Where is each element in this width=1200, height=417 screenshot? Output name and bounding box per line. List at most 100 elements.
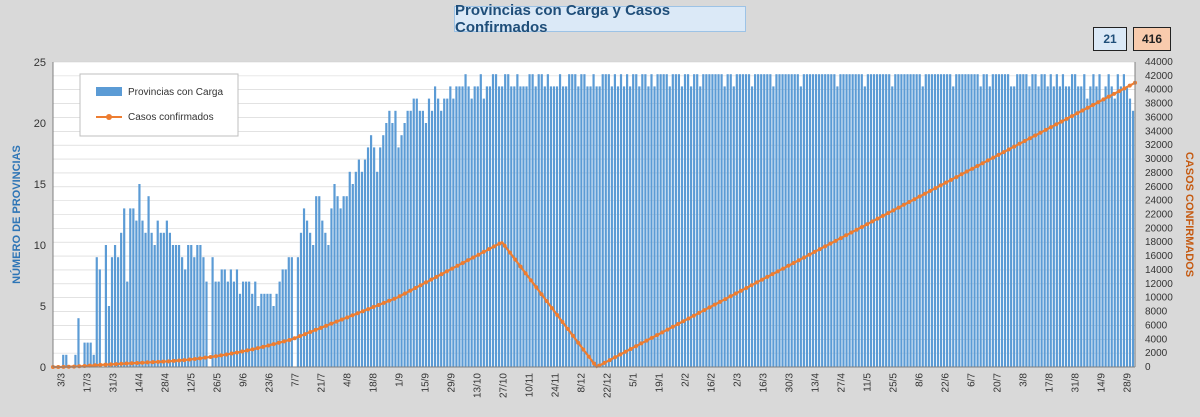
bar xyxy=(830,74,833,367)
bar xyxy=(723,86,726,368)
cases-point xyxy=(350,313,355,318)
bar xyxy=(1040,74,1043,367)
bar xyxy=(863,86,866,368)
bar xyxy=(818,74,821,367)
bar xyxy=(787,74,790,367)
cases-point xyxy=(213,354,218,359)
bar xyxy=(1095,86,1098,368)
cases-point xyxy=(150,360,155,365)
bar xyxy=(519,86,522,368)
right-tick-label: 4000 xyxy=(1145,334,1168,345)
bar xyxy=(1086,98,1089,367)
cases-point xyxy=(198,356,203,361)
bar xyxy=(290,257,293,367)
bar xyxy=(802,74,805,367)
bar xyxy=(1016,74,1019,367)
cases-point xyxy=(1038,130,1043,135)
bar xyxy=(711,74,714,367)
bar xyxy=(653,86,656,368)
bar xyxy=(912,74,915,367)
bar xyxy=(107,306,111,367)
bar xyxy=(528,74,531,367)
cases-point xyxy=(444,269,449,274)
cases-point xyxy=(1101,97,1106,102)
right-tick-label: 18000 xyxy=(1145,237,1173,248)
right-tick-label: 34000 xyxy=(1145,126,1173,137)
bar xyxy=(851,74,854,367)
bar xyxy=(952,86,955,368)
x-tick-label: 1/9 xyxy=(395,373,406,387)
bar xyxy=(1022,74,1025,367)
cases-point xyxy=(954,175,959,180)
bar xyxy=(644,74,647,367)
bar xyxy=(546,74,549,367)
bar xyxy=(598,86,601,368)
bar xyxy=(705,74,708,367)
cases-point xyxy=(423,280,428,285)
cases-point xyxy=(229,351,234,356)
cases-point xyxy=(455,263,460,268)
cases-point xyxy=(208,354,213,359)
cases-point xyxy=(691,313,696,318)
bar xyxy=(504,74,507,367)
cases-point xyxy=(465,258,470,263)
cases-point xyxy=(686,316,691,321)
bar xyxy=(814,74,818,367)
cases-point xyxy=(712,302,717,307)
cases-point xyxy=(655,333,660,338)
cases-point xyxy=(812,249,817,254)
bar xyxy=(619,74,623,367)
bar xyxy=(632,74,635,367)
cases-point xyxy=(334,319,339,324)
cases-point xyxy=(1080,108,1085,113)
bar xyxy=(616,86,620,368)
bar xyxy=(1019,74,1022,367)
bar xyxy=(1067,86,1071,368)
cases-point xyxy=(623,349,628,354)
cases-point xyxy=(292,336,297,341)
x-tick-label: 21/7 xyxy=(317,373,328,393)
cases-point xyxy=(775,269,780,274)
bar xyxy=(327,245,330,367)
cases-point xyxy=(565,326,570,331)
cases-point xyxy=(570,333,575,338)
bar xyxy=(421,110,424,368)
cases-point xyxy=(791,261,796,266)
cases-point xyxy=(345,315,350,320)
bar xyxy=(437,98,440,367)
bar xyxy=(62,354,65,367)
bar xyxy=(1058,86,1061,368)
bar xyxy=(467,86,470,368)
bar xyxy=(385,123,388,367)
bar xyxy=(522,86,525,368)
bar xyxy=(1104,86,1107,368)
right-tick-label: 14000 xyxy=(1145,265,1173,276)
cases-point xyxy=(177,358,182,363)
cases-point xyxy=(644,338,649,343)
bar xyxy=(369,135,373,367)
cases-point xyxy=(639,341,644,346)
bar xyxy=(942,74,946,367)
right-tick-label: 32000 xyxy=(1145,140,1173,151)
bar xyxy=(397,147,400,367)
right-tick-label: 28000 xyxy=(1145,168,1173,179)
bar xyxy=(924,74,927,367)
cases-point xyxy=(98,362,103,367)
bar xyxy=(906,74,909,367)
bar xyxy=(141,220,144,367)
bar xyxy=(982,74,985,367)
bar xyxy=(266,293,269,367)
bar xyxy=(845,74,848,367)
bar xyxy=(513,86,516,368)
bar xyxy=(726,74,729,367)
bar xyxy=(885,74,888,367)
cases-point xyxy=(77,364,82,369)
cases-point xyxy=(1111,91,1116,96)
bar xyxy=(488,86,492,368)
cases-point xyxy=(161,359,166,364)
cases-point xyxy=(833,238,838,243)
bar xyxy=(321,220,324,367)
bar xyxy=(927,74,930,367)
cases-point xyxy=(880,213,885,218)
bar xyxy=(772,86,775,368)
